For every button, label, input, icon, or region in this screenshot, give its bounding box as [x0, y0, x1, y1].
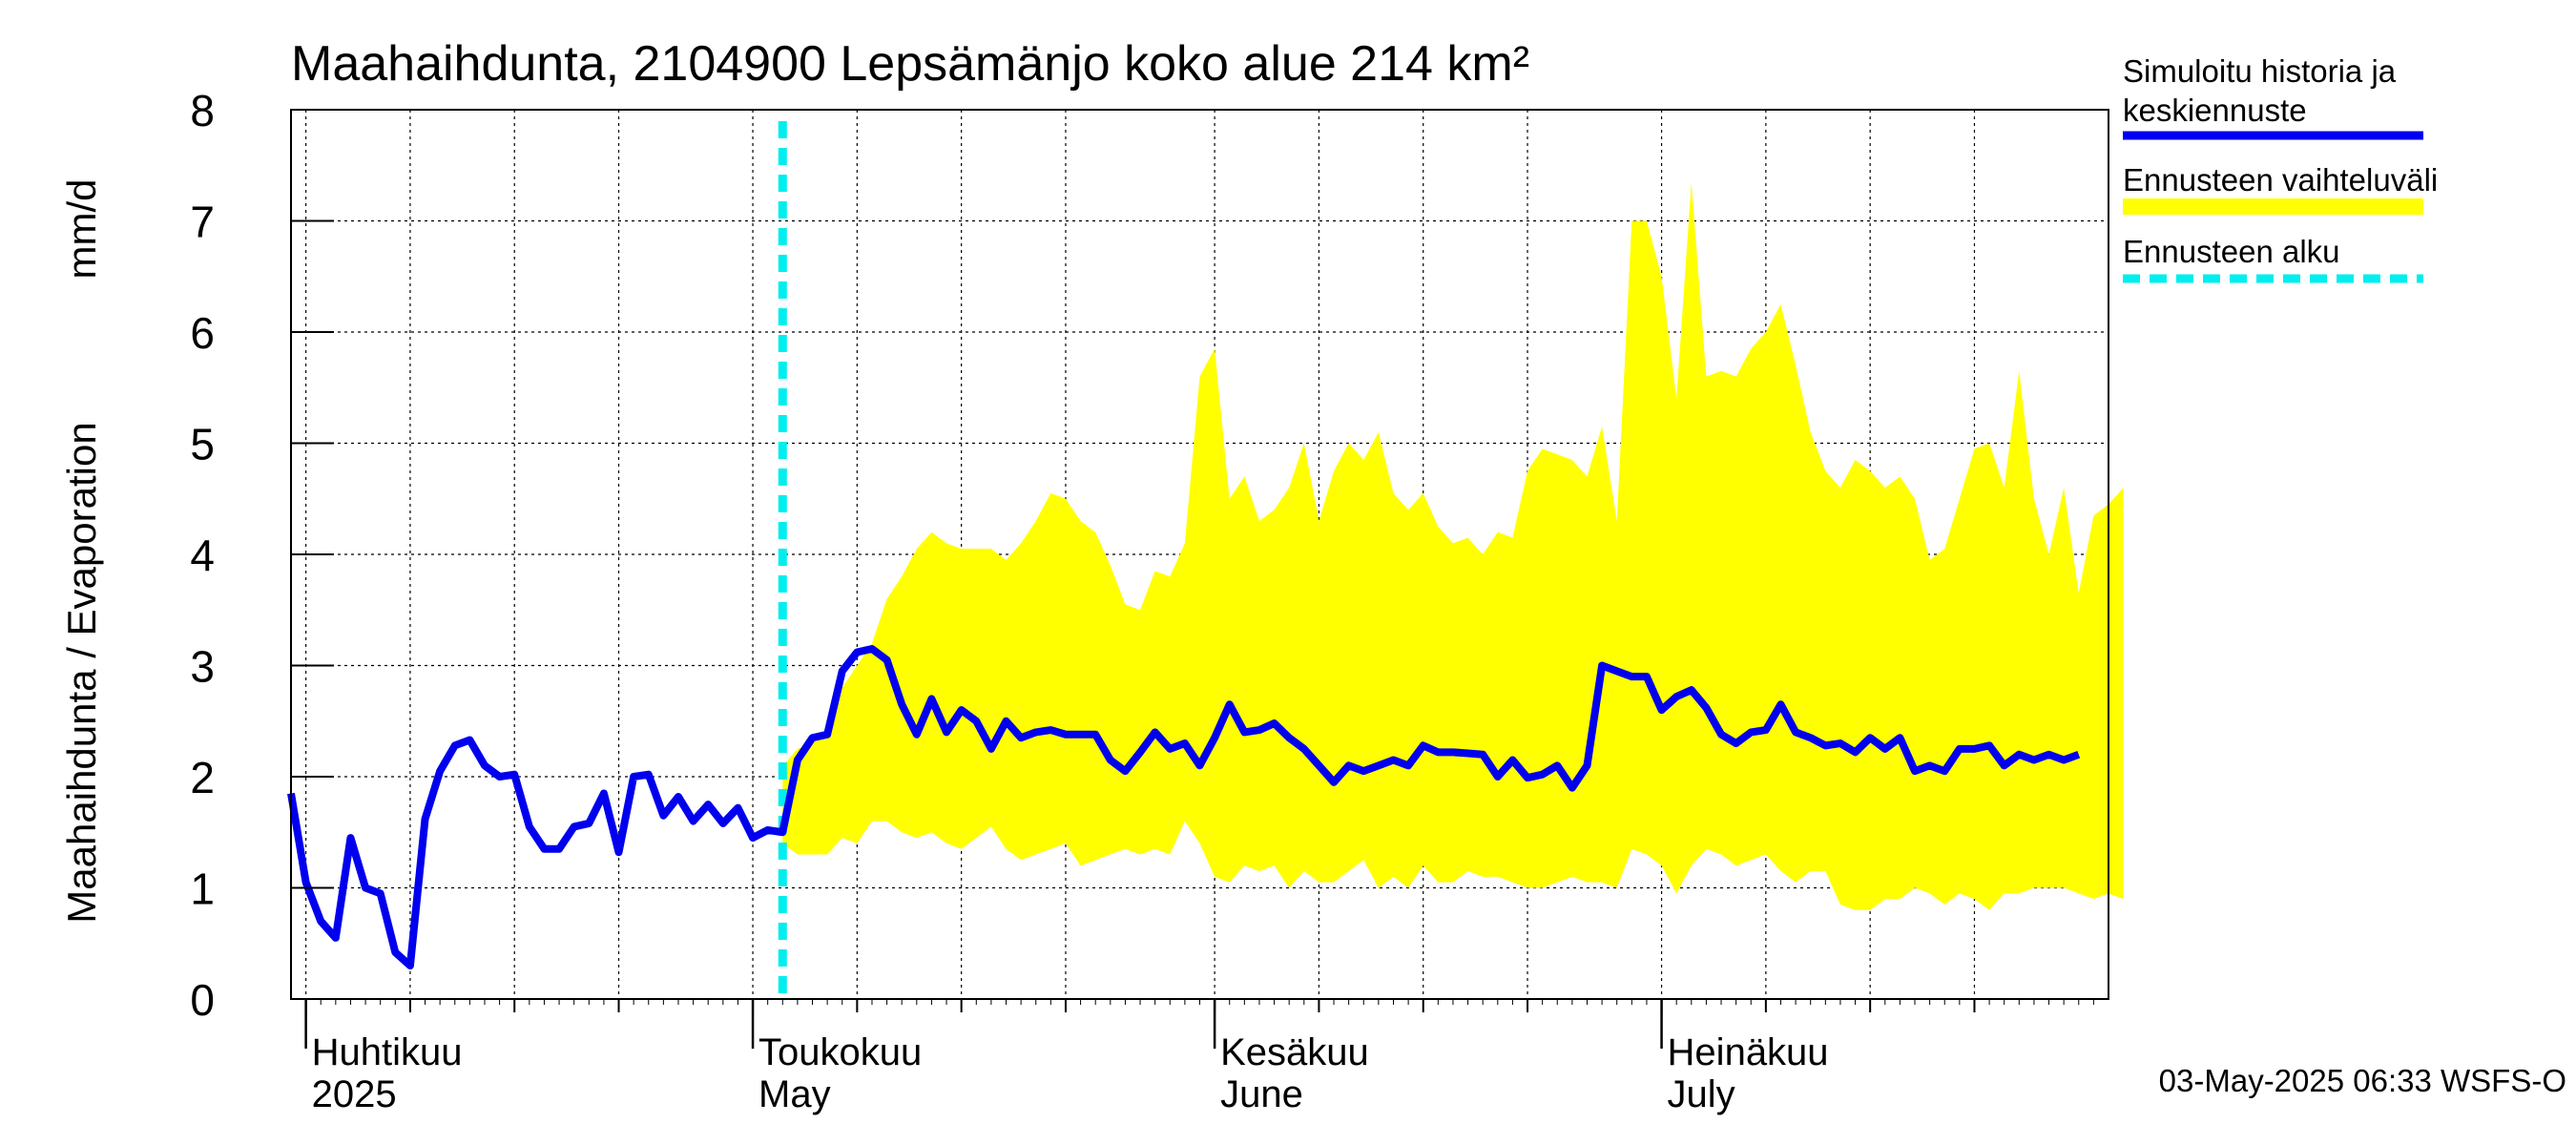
y-tick-label: 2 — [190, 753, 215, 802]
series-layer — [287, 121, 2081, 1001]
x-month-label-en: June — [1220, 1073, 1303, 1115]
legend: Simuloitu historia ja keskiennuste Ennus… — [2123, 53, 2438, 283]
y-axis-unit: mm/d — [59, 179, 104, 280]
x-month-label-fi: Toukokuu — [758, 1031, 922, 1073]
chart-title: Maahaihdunta, 2104900 Lepsämänjo koko al… — [291, 36, 1529, 92]
forecast-range-band — [782, 181, 2124, 910]
legend-band-swatch — [2123, 198, 2423, 215]
x-month-label-fi: Kesäkuu — [1220, 1031, 1369, 1073]
y-tick-label: 5 — [190, 420, 215, 469]
x-month-label-fi: Huhtikuu — [312, 1031, 463, 1073]
legend-series-label-line1: Simuloitu historia ja — [2123, 53, 2397, 89]
y-tick-label: 6 — [190, 308, 215, 358]
x-month-label-fi: Heinäkuu — [1668, 1031, 1829, 1073]
legend-series-label-line2: keskiennuste — [2123, 93, 2307, 128]
axes-layer: 012345678Huhtikuu2025ToukokuuMayKesäkuuJ… — [190, 86, 2109, 1115]
y-tick-label: 1 — [190, 864, 215, 914]
legend-forecast-label: Ennusteen alku — [2123, 234, 2340, 269]
forecast-band-layer — [782, 181, 2124, 910]
y-tick-label: 7 — [190, 198, 215, 247]
footer-timestamp: 03-May-2025 06:33 WSFS-O — [2159, 1063, 2566, 1098]
legend-band-label: Ennusteen vaihteluväli — [2123, 162, 2438, 198]
series-line-simulated — [287, 645, 2081, 970]
x-month-label-en: May — [758, 1073, 831, 1115]
x-month-label-en: 2025 — [312, 1073, 397, 1115]
y-tick-label: 8 — [190, 86, 215, 135]
x-month-label-en: July — [1668, 1073, 1735, 1115]
y-axis-label: Maahaihdunta / Evaporation — [59, 422, 104, 923]
y-tick-label: 3 — [190, 642, 215, 692]
y-tick-label: 0 — [190, 975, 215, 1025]
y-tick-label: 4 — [190, 531, 215, 580]
